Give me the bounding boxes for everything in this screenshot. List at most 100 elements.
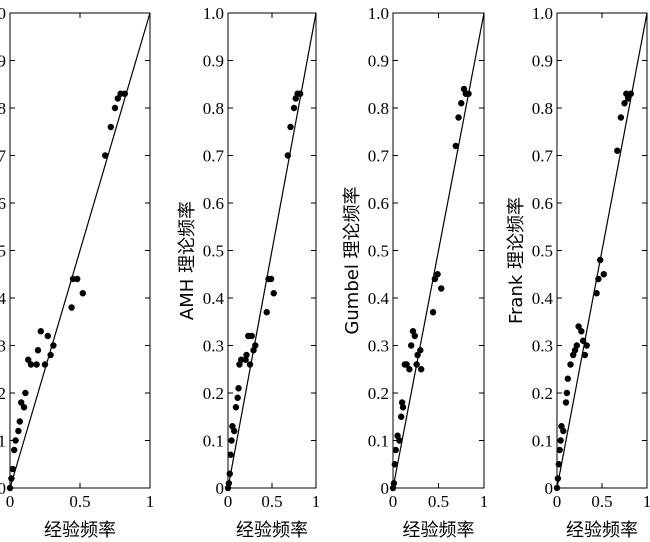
data-point <box>248 332 255 340</box>
y-tick-label: 0.5 <box>0 242 6 261</box>
x-tick-label: 1 <box>146 492 155 511</box>
x-tick-label: 0 <box>224 492 233 511</box>
data-point <box>121 90 128 97</box>
data-point <box>557 437 564 444</box>
y-tick-label: 0.1 <box>203 432 224 451</box>
data-point <box>22 389 29 397</box>
y-tick-label: 0.6 <box>532 194 553 213</box>
data-point <box>465 90 472 97</box>
chart-panel-4: 0 0.1 0.2 0.3 0.4 0.5 0.6 0.7 0.8 0.9 1.0 0 0.5 1 经验频率… <box>506 4 650 541</box>
data-point <box>614 147 621 154</box>
y-tick-label: 0.3 <box>0 337 6 356</box>
x-axis-label: 经验频率 <box>44 520 116 541</box>
data-point <box>624 95 632 102</box>
data-point <box>41 361 49 368</box>
data-point <box>452 142 459 150</box>
data-point <box>438 285 445 292</box>
y-tick-label: 0.9 <box>203 52 224 71</box>
data-point <box>234 394 241 401</box>
data-point <box>455 114 462 121</box>
data-point <box>44 332 51 340</box>
y-tick-label: 0.2 <box>0 384 6 403</box>
y-tick-label: 0 <box>381 479 390 498</box>
data-point <box>238 356 245 363</box>
chart-panel-1: 0 0.1 0.2 0.3 0.4 0.5 0.6 0.7 0.8 0.9 1.0 0 0.5 1 经验频率… <box>0 4 154 541</box>
data-point <box>600 271 607 278</box>
y-tick-label: 0.8 <box>0 99 6 118</box>
data-point <box>617 114 625 121</box>
data-point <box>267 275 275 283</box>
data-point <box>232 404 240 411</box>
y-tick-label: 0.7 <box>203 147 225 166</box>
data-point <box>595 275 602 283</box>
data-point <box>391 461 399 468</box>
data-point <box>553 484 561 492</box>
y-tick-label: 0.2 <box>203 384 224 403</box>
data-point <box>34 347 42 354</box>
y-tick-label: 0.5 <box>203 242 224 261</box>
y-tick-label: 0.9 <box>368 52 389 71</box>
data-point <box>102 152 109 159</box>
y-axis-label: AMH 理论频率 <box>177 201 198 320</box>
y-axis-label: Frank 理论频率 <box>506 197 527 324</box>
y-tick-label: 0.7 <box>532 147 554 166</box>
data-point <box>563 389 571 397</box>
y-tick-label: 1.0 <box>0 4 6 23</box>
data-point <box>403 361 410 368</box>
reference-line <box>556 12 648 489</box>
data-point <box>111 104 119 112</box>
data-point <box>406 366 413 373</box>
y-tick-label: 0.9 <box>0 52 6 71</box>
data-point <box>414 351 421 359</box>
data-point <box>458 100 465 107</box>
y-tick-label: 0 <box>545 479 554 498</box>
data-point <box>397 413 405 420</box>
x-tick-label: 1 <box>480 492 489 511</box>
y-tick-label: 0.6 <box>203 194 224 213</box>
data-point <box>12 437 19 444</box>
data-point <box>20 404 28 411</box>
data-point <box>11 446 18 454</box>
y-tick-label: 0.7 <box>0 147 7 166</box>
x-tick-label: 0.5 <box>261 492 282 511</box>
data-point <box>593 290 600 297</box>
data-point <box>392 446 399 454</box>
y-tick-label: 0.2 <box>368 384 389 403</box>
x-axis-label: 经验频率 <box>236 520 308 541</box>
x-tick-label: 1 <box>312 492 321 511</box>
y-tick-label: 0.5 <box>532 242 553 261</box>
data-point <box>413 361 420 368</box>
data-point <box>579 337 587 344</box>
data-point <box>284 152 292 159</box>
y-tick-label: 0.1 <box>532 432 553 451</box>
y-tick-label: 1.0 <box>368 4 389 23</box>
data-point <box>225 480 233 487</box>
data-point <box>556 446 563 454</box>
data-point <box>417 347 424 354</box>
data-point <box>578 328 585 335</box>
data-point <box>243 351 250 359</box>
data-point <box>555 461 562 468</box>
data-point <box>597 256 604 264</box>
y-tick-label: 0.8 <box>203 99 224 118</box>
data-point <box>390 480 398 487</box>
data-point <box>25 356 32 363</box>
x-axis-label: 经验频率 <box>403 520 475 541</box>
y-tick-label: 0.4 <box>0 289 7 308</box>
y-tick-label: 0.1 <box>368 432 389 451</box>
y-tick-label: 0.3 <box>532 337 553 356</box>
data-point <box>235 385 242 392</box>
data-point <box>228 437 235 444</box>
data-point <box>431 275 439 283</box>
data-point <box>15 427 22 435</box>
data-point <box>564 375 571 382</box>
data-point <box>9 465 16 473</box>
data-point <box>246 361 254 368</box>
y-tick-label: 1.0 <box>203 4 224 23</box>
reference-line <box>9 12 151 489</box>
data-point <box>621 100 628 107</box>
data-point <box>287 123 294 131</box>
data-point <box>79 290 87 297</box>
x-tick-label: 0 <box>553 492 562 511</box>
data-point <box>263 309 270 316</box>
